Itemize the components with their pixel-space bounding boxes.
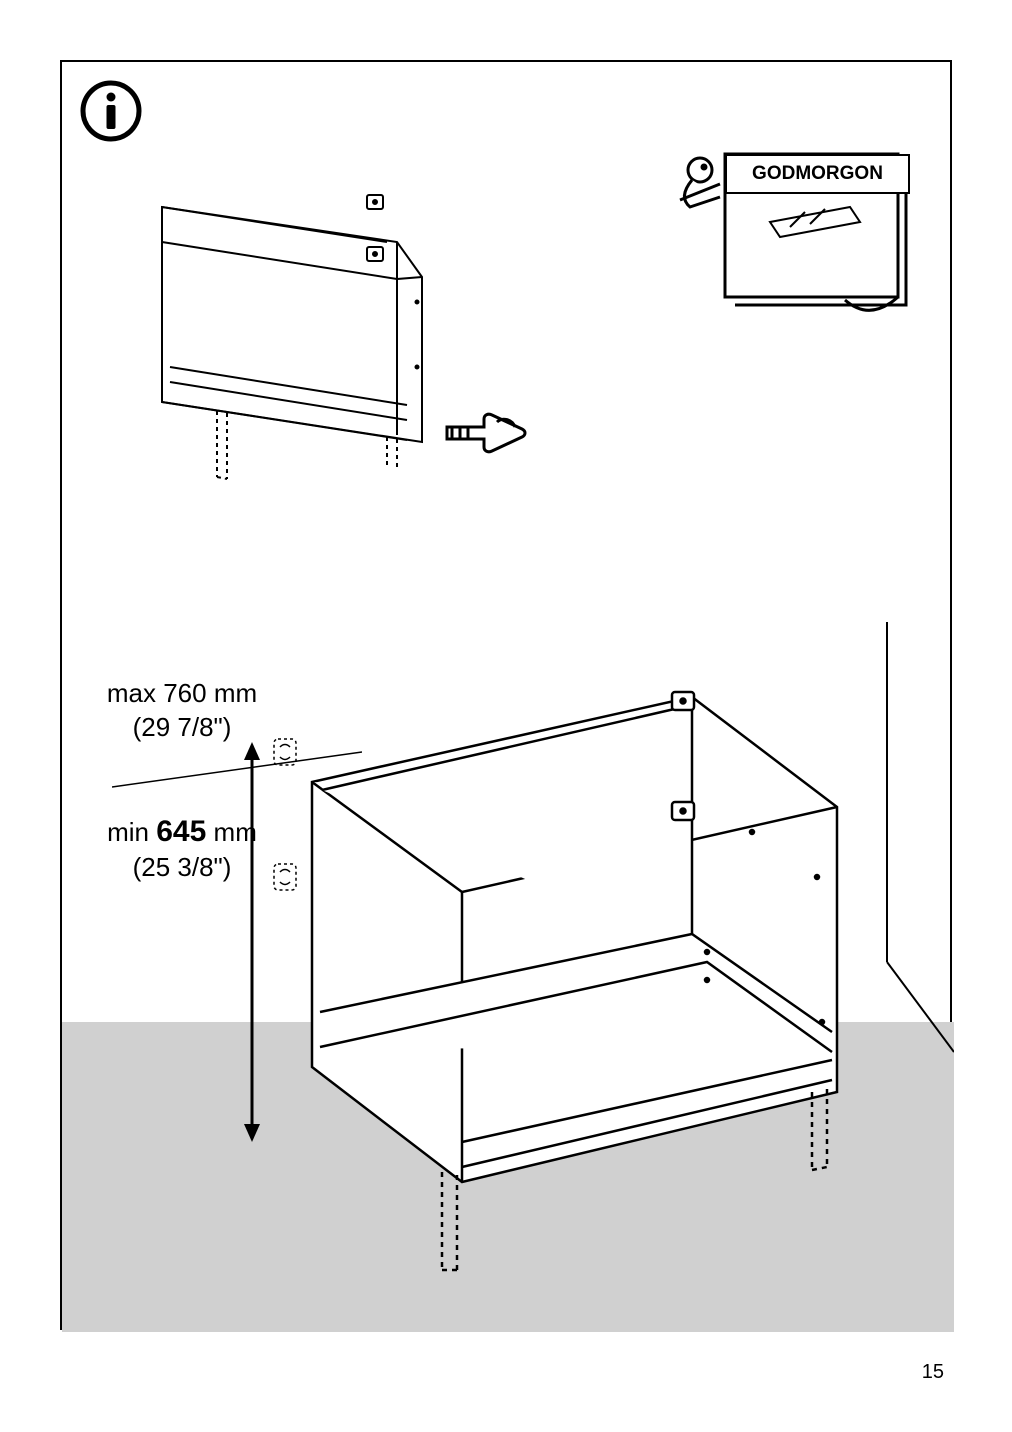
info-icon <box>80 80 142 142</box>
min-measurement: min 645 mm (25 3/8") <box>87 812 277 885</box>
top-cabinet-diagram <box>152 147 492 487</box>
min-unit: mm <box>214 817 257 847</box>
min-prefix: min <box>107 817 149 847</box>
page-frame: GODMORGON max 760 mm (29 7/8") min <box>60 60 952 1330</box>
min-imperial: (25 3/8") <box>133 852 232 882</box>
measurement-arrow <box>242 742 262 1142</box>
max-imperial: (29 7/8") <box>133 712 232 742</box>
max-unit: mm <box>214 678 257 708</box>
product-name-text: GODMORGON <box>752 163 883 185</box>
max-value-mm: 760 <box>163 678 206 708</box>
bottom-cabinet-diagram <box>262 652 862 1272</box>
product-name-label: GODMORGON <box>725 154 910 194</box>
min-value-mm: 645 <box>156 815 206 848</box>
bottom-scene: max 760 mm (29 7/8") min 645 mm (25 3/8"… <box>62 622 954 1332</box>
page-number: 15 <box>922 1361 944 1384</box>
pointing-hand-icon <box>442 407 532 457</box>
max-measurement: max 760 mm (29 7/8") <box>92 677 272 745</box>
max-prefix: max <box>107 678 156 708</box>
